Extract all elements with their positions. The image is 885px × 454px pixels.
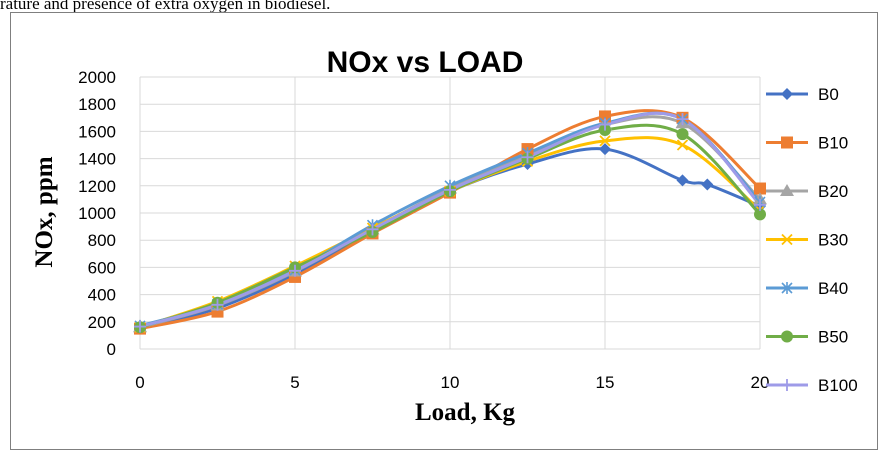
data-point-b100 xyxy=(676,113,689,126)
y-tick-label: 0 xyxy=(107,340,116,359)
series-lines xyxy=(138,109,762,331)
legend: B0 B10 B20 B30 B40 B50 B100 xyxy=(766,85,858,395)
legend-marker-b0 xyxy=(781,88,793,100)
data-point-b30 xyxy=(676,139,689,151)
y-tick-label: 1000 xyxy=(78,204,116,223)
page-header-text: rature and presence of extra oxygen in b… xyxy=(0,0,331,13)
data-point-b100 xyxy=(444,183,456,196)
legend-marker-b30 xyxy=(781,233,793,246)
y-tick-label: 800 xyxy=(88,231,116,250)
y-tick-label: 1200 xyxy=(78,177,116,196)
data-point-b50 xyxy=(754,208,766,221)
legend-marker-b10 xyxy=(781,136,793,149)
legend-label-b30: B30 xyxy=(818,231,848,250)
data-point-b50 xyxy=(676,128,689,141)
data-point-b10 xyxy=(754,182,766,195)
y-tick-label: 1800 xyxy=(78,95,116,114)
data-point-b0 xyxy=(676,174,689,187)
legend-label-b0: B0 xyxy=(818,85,839,104)
legend-label-b20: B20 xyxy=(818,182,848,201)
y-tick-label: 1400 xyxy=(78,150,116,169)
data-point-b30 xyxy=(599,135,611,147)
x-tick-label: 15 xyxy=(596,373,615,392)
data-point-b0 xyxy=(599,143,611,156)
legend-label-b50: B50 xyxy=(818,328,848,347)
series-markers xyxy=(133,110,767,335)
data-point-b100 xyxy=(754,198,766,211)
chart-frame xyxy=(10,12,878,450)
legend-label-b40: B40 xyxy=(818,279,848,298)
y-tick-label: 400 xyxy=(88,286,116,305)
x-tick-label: 0 xyxy=(135,373,144,392)
legend-marker-b50 xyxy=(781,330,793,343)
x-tick-label: 20 xyxy=(751,373,770,392)
legend-marker-b20 xyxy=(780,184,794,196)
x-tick-label: 5 xyxy=(290,373,299,392)
y-tick-label: 1600 xyxy=(78,122,116,141)
chart-title: NOx vs LOAD xyxy=(327,46,524,79)
data-point-b0 xyxy=(701,178,714,191)
data-point-b100 xyxy=(521,151,534,164)
y-tick-label: 2000 xyxy=(78,68,116,87)
data-point-b100 xyxy=(366,223,379,236)
y-tick-label: 600 xyxy=(88,258,116,277)
legend-label-b10: B10 xyxy=(818,134,848,153)
y-tick-label: 200 xyxy=(88,313,116,332)
data-point-b100 xyxy=(211,298,224,311)
x-tick-label: 10 xyxy=(441,373,460,392)
data-point-b100 xyxy=(289,264,301,277)
legend-marker-b40 xyxy=(781,282,793,294)
legend-label-b100: B100 xyxy=(818,376,858,395)
y-axis-label: NOx, ppm xyxy=(31,156,58,267)
data-point-b100 xyxy=(599,118,611,131)
x-axis-label: Load, Kg xyxy=(415,399,516,426)
data-point-b100 xyxy=(134,320,146,333)
legend-marker-b100 xyxy=(781,379,793,391)
axes: 0 200 400 600 800 1000 1200 1400 1600 1800 2000 0 5 1… xyxy=(78,68,769,392)
